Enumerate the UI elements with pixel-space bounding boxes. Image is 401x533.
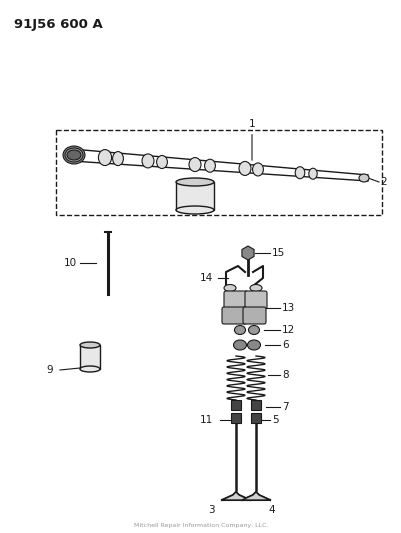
- Bar: [56, 130, 381, 215]
- Text: 9: 9: [46, 365, 53, 375]
- Ellipse shape: [156, 156, 167, 168]
- FancyBboxPatch shape: [223, 291, 247, 309]
- Text: 14: 14: [200, 273, 213, 283]
- Ellipse shape: [80, 366, 100, 372]
- Ellipse shape: [234, 326, 245, 335]
- Bar: [231, 413, 241, 423]
- Ellipse shape: [233, 340, 246, 350]
- Text: 1: 1: [248, 119, 255, 160]
- Ellipse shape: [252, 163, 263, 176]
- Ellipse shape: [176, 178, 213, 186]
- Ellipse shape: [112, 151, 123, 166]
- Text: 5: 5: [271, 415, 278, 425]
- Ellipse shape: [98, 150, 111, 166]
- FancyBboxPatch shape: [221, 307, 246, 324]
- Polygon shape: [221, 492, 249, 500]
- Ellipse shape: [204, 159, 215, 172]
- Ellipse shape: [188, 158, 200, 172]
- Polygon shape: [241, 492, 269, 500]
- Text: 6: 6: [281, 340, 288, 350]
- Text: 15: 15: [271, 248, 285, 258]
- Text: 13: 13: [281, 303, 294, 313]
- Bar: [250, 400, 260, 410]
- Ellipse shape: [247, 340, 260, 350]
- Ellipse shape: [308, 168, 316, 179]
- Ellipse shape: [65, 148, 83, 162]
- Text: 12: 12: [281, 325, 294, 335]
- Text: 91J56 600 A: 91J56 600 A: [14, 18, 103, 31]
- Ellipse shape: [249, 285, 261, 292]
- Ellipse shape: [294, 167, 304, 179]
- FancyBboxPatch shape: [244, 291, 266, 309]
- Text: 4: 4: [267, 505, 274, 515]
- Ellipse shape: [67, 150, 81, 160]
- Text: 3: 3: [207, 505, 214, 515]
- FancyBboxPatch shape: [242, 307, 265, 324]
- Bar: [80, 345, 100, 369]
- Ellipse shape: [223, 285, 235, 292]
- Bar: [231, 400, 241, 410]
- Ellipse shape: [142, 154, 154, 168]
- Text: 7: 7: [281, 402, 288, 412]
- Ellipse shape: [248, 326, 259, 335]
- Bar: [250, 413, 260, 423]
- Text: 2: 2: [379, 177, 386, 187]
- Ellipse shape: [80, 342, 100, 348]
- Ellipse shape: [358, 174, 368, 182]
- Text: Mitchell Repair Information Company, LLC.: Mitchell Repair Information Company, LLC…: [134, 523, 267, 528]
- Ellipse shape: [63, 146, 85, 164]
- Ellipse shape: [239, 161, 250, 175]
- Ellipse shape: [176, 206, 213, 214]
- Bar: [176, 182, 213, 210]
- Text: 10: 10: [64, 258, 77, 268]
- Text: 8: 8: [281, 370, 288, 380]
- Text: 11: 11: [200, 415, 213, 425]
